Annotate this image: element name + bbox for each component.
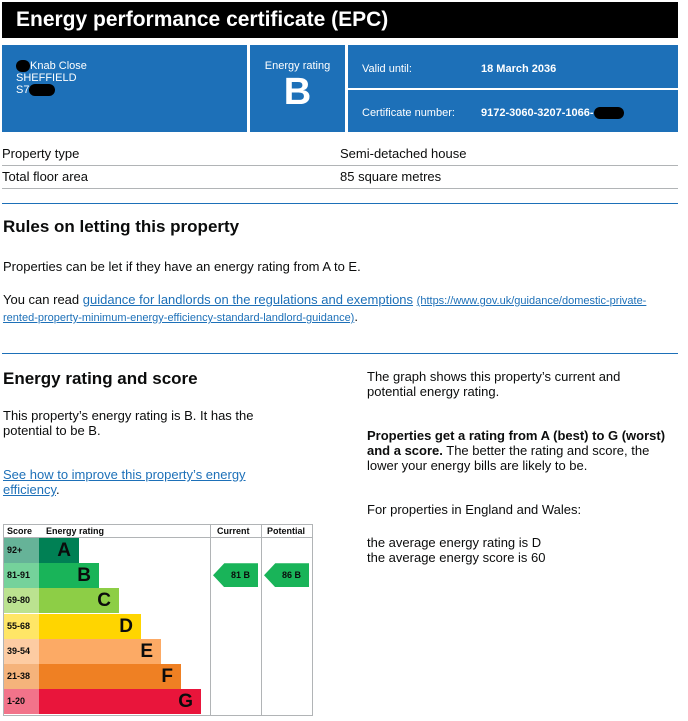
band-score-a: 92+ xyxy=(4,538,39,563)
energy-rating-box: Energy rating B xyxy=(250,45,345,132)
guidance-url-link[interactable]: (https://www.gov.uk/guidance/domestic-pr… xyxy=(3,295,647,324)
detail-value: 85 square metres xyxy=(340,169,442,184)
band-bar-e: E xyxy=(39,638,161,664)
floor-area-row: Total floor area 85 square metres xyxy=(2,165,678,189)
band-bar-f: F xyxy=(39,664,181,689)
text: You can read xyxy=(3,292,83,307)
energy-rating-label: Energy rating xyxy=(264,60,331,72)
address-box: Knab Close SHEFFIELD S7 xyxy=(2,45,247,132)
improve-link[interactable]: See how to improve this property’s energ… xyxy=(3,467,246,497)
score-text: This property’s energy rating is B. It h… xyxy=(3,408,254,438)
address-line2: SHEFFIELD xyxy=(16,72,77,85)
text: . xyxy=(354,309,358,324)
band-score-f: 21-38 xyxy=(4,664,39,689)
england-wales-text: For properties in England and Wales: xyxy=(367,502,582,517)
header-rating: Energy rating xyxy=(46,526,105,536)
average-score: the average energy score is 60 xyxy=(367,550,546,565)
bold-text: Properties get a rating from A (best) to… xyxy=(367,428,666,458)
detail-label: Total floor area xyxy=(2,169,88,184)
band-score-e: 39-54 xyxy=(4,638,39,664)
guidance-link[interactable]: guidance for landlords on the regulation… xyxy=(82,292,414,307)
letting-guidance: You can read guidance for landlords on t… xyxy=(3,292,653,326)
band-bar-b: B xyxy=(39,563,99,589)
header-current: Current xyxy=(217,526,250,536)
header-potential: Potential xyxy=(267,526,306,536)
valid-until-box: Valid until: 18 March 2036 xyxy=(348,45,678,88)
energy-rating-chart: Score Energy rating Current Potential 92… xyxy=(3,524,313,716)
address-line1: Knab Close xyxy=(30,60,87,72)
certificate-value: 9172-3060-3207-1066- xyxy=(481,107,594,119)
current-rating-arrow: 81 B xyxy=(213,563,258,588)
detail-value: Semi-detached house xyxy=(340,146,467,161)
band-score-g: 1-20 xyxy=(4,689,39,715)
certificate-box: Certificate number: 9172-3060-3207-1066- xyxy=(348,90,678,132)
energy-rating-value: B xyxy=(283,71,312,113)
redaction xyxy=(593,107,624,120)
band-score-b: 81-91 xyxy=(4,563,39,589)
graph-description: The graph shows this property’s current … xyxy=(367,369,621,399)
header-divider xyxy=(4,537,312,538)
band-score-d: 55-68 xyxy=(4,613,39,639)
rating-explanation: Properties get a rating from A (best) to… xyxy=(367,428,679,473)
valid-until-label: Valid until: xyxy=(362,63,412,75)
redaction xyxy=(16,60,30,73)
band-bar-g: G xyxy=(39,689,201,715)
property-type-row: Property type Semi-detached house xyxy=(2,142,678,166)
text: The better the rating and score, the low… xyxy=(367,443,650,473)
band-bar-d: D xyxy=(39,613,141,639)
letting-text: Properties can be let if they have an en… xyxy=(3,259,361,274)
potential-rating-arrow: 86 B xyxy=(264,563,309,588)
column-divider xyxy=(261,525,262,715)
address-line3: S7 xyxy=(16,84,30,97)
detail-label: Property type xyxy=(2,146,80,161)
band-bar-a: A xyxy=(39,538,79,563)
band-bar-c: C xyxy=(39,588,119,614)
score-heading: Energy rating and score xyxy=(3,369,198,388)
average-rating: the average energy rating is D xyxy=(367,535,542,550)
valid-until-value: 18 March 2036 xyxy=(481,63,557,75)
redaction xyxy=(29,84,56,97)
header-score: Score xyxy=(7,526,33,536)
certificate-label: Certificate number: xyxy=(362,107,455,119)
column-divider xyxy=(210,525,211,715)
divider xyxy=(2,353,678,354)
text: . xyxy=(56,482,60,497)
page-title: Energy performance certificate (EPC) xyxy=(2,2,678,38)
band-score-c: 69-80 xyxy=(4,588,39,614)
divider xyxy=(2,203,678,204)
letting-heading: Rules on letting this property xyxy=(3,217,240,236)
